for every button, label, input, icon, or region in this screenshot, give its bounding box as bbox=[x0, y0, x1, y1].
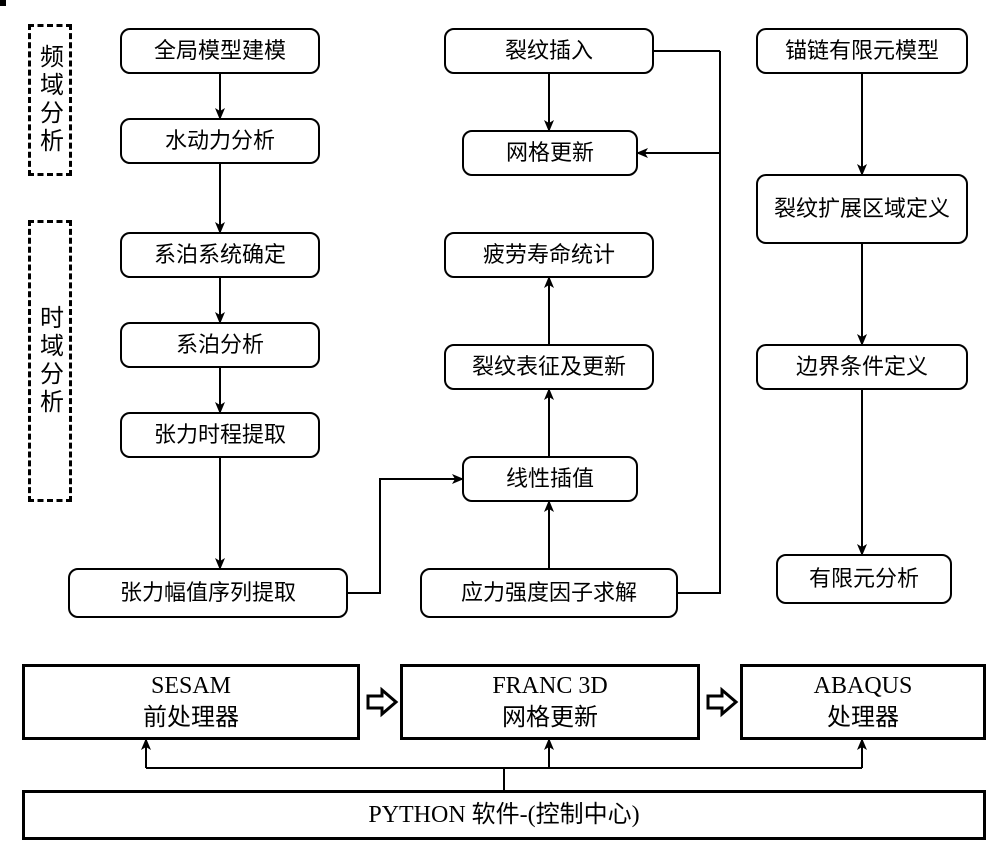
time-domain-label: 时域分析 bbox=[32, 254, 66, 468]
right-group-dash bbox=[0, 0, 6, 6]
node-crack-characterize: 裂纹表征及更新 bbox=[444, 344, 654, 390]
node-tension-history: 张力时程提取 bbox=[120, 412, 320, 458]
node-sif-solve: 应力强度因子求解 bbox=[420, 568, 678, 618]
node-crack-region: 裂纹扩展区域定义 bbox=[756, 174, 968, 244]
node-fem-analysis: 有限元分析 bbox=[776, 554, 952, 604]
sesam-line2: 前处理器 bbox=[143, 702, 239, 734]
diagram-canvas: 频域分析 时域分析 全局模型建模 水动力分析 系泊系统确定 系泊分析 张力时程提… bbox=[0, 0, 1000, 851]
franc-line2: 网格更新 bbox=[502, 702, 598, 734]
box-franc3d: FRANC 3D 网格更新 bbox=[400, 664, 700, 740]
node-fatigue-life: 疲劳寿命统计 bbox=[444, 232, 654, 278]
abaqus-line1: ABAQUS bbox=[814, 670, 913, 702]
node-tension-amplitude: 张力幅值序列提取 bbox=[68, 568, 348, 618]
box-sesam: SESAM 前处理器 bbox=[22, 664, 360, 740]
sesam-line1: SESAM bbox=[151, 670, 231, 702]
freq-domain-label: 频域分析 bbox=[32, 30, 66, 170]
node-chain-fem: 锚链有限元模型 bbox=[756, 28, 968, 74]
python-label: PYTHON 软件-(控制中心) bbox=[368, 799, 639, 831]
node-boundary-cond: 边界条件定义 bbox=[756, 344, 968, 390]
node-global-model: 全局模型建模 bbox=[120, 28, 320, 74]
node-crack-insert: 裂纹插入 bbox=[444, 28, 654, 74]
node-mooring-system: 系泊系统确定 bbox=[120, 232, 320, 278]
node-mooring-analysis: 系泊分析 bbox=[120, 322, 320, 368]
franc-line1: FRANC 3D bbox=[492, 670, 607, 702]
box-abaqus: ABAQUS 处理器 bbox=[740, 664, 986, 740]
abaqus-line2: 处理器 bbox=[827, 702, 899, 734]
box-python: PYTHON 软件-(控制中心) bbox=[22, 790, 986, 840]
node-hydrodynamic: 水动力分析 bbox=[120, 118, 320, 164]
node-mesh-update: 网格更新 bbox=[462, 130, 638, 176]
node-linear-interp: 线性插值 bbox=[462, 456, 638, 502]
